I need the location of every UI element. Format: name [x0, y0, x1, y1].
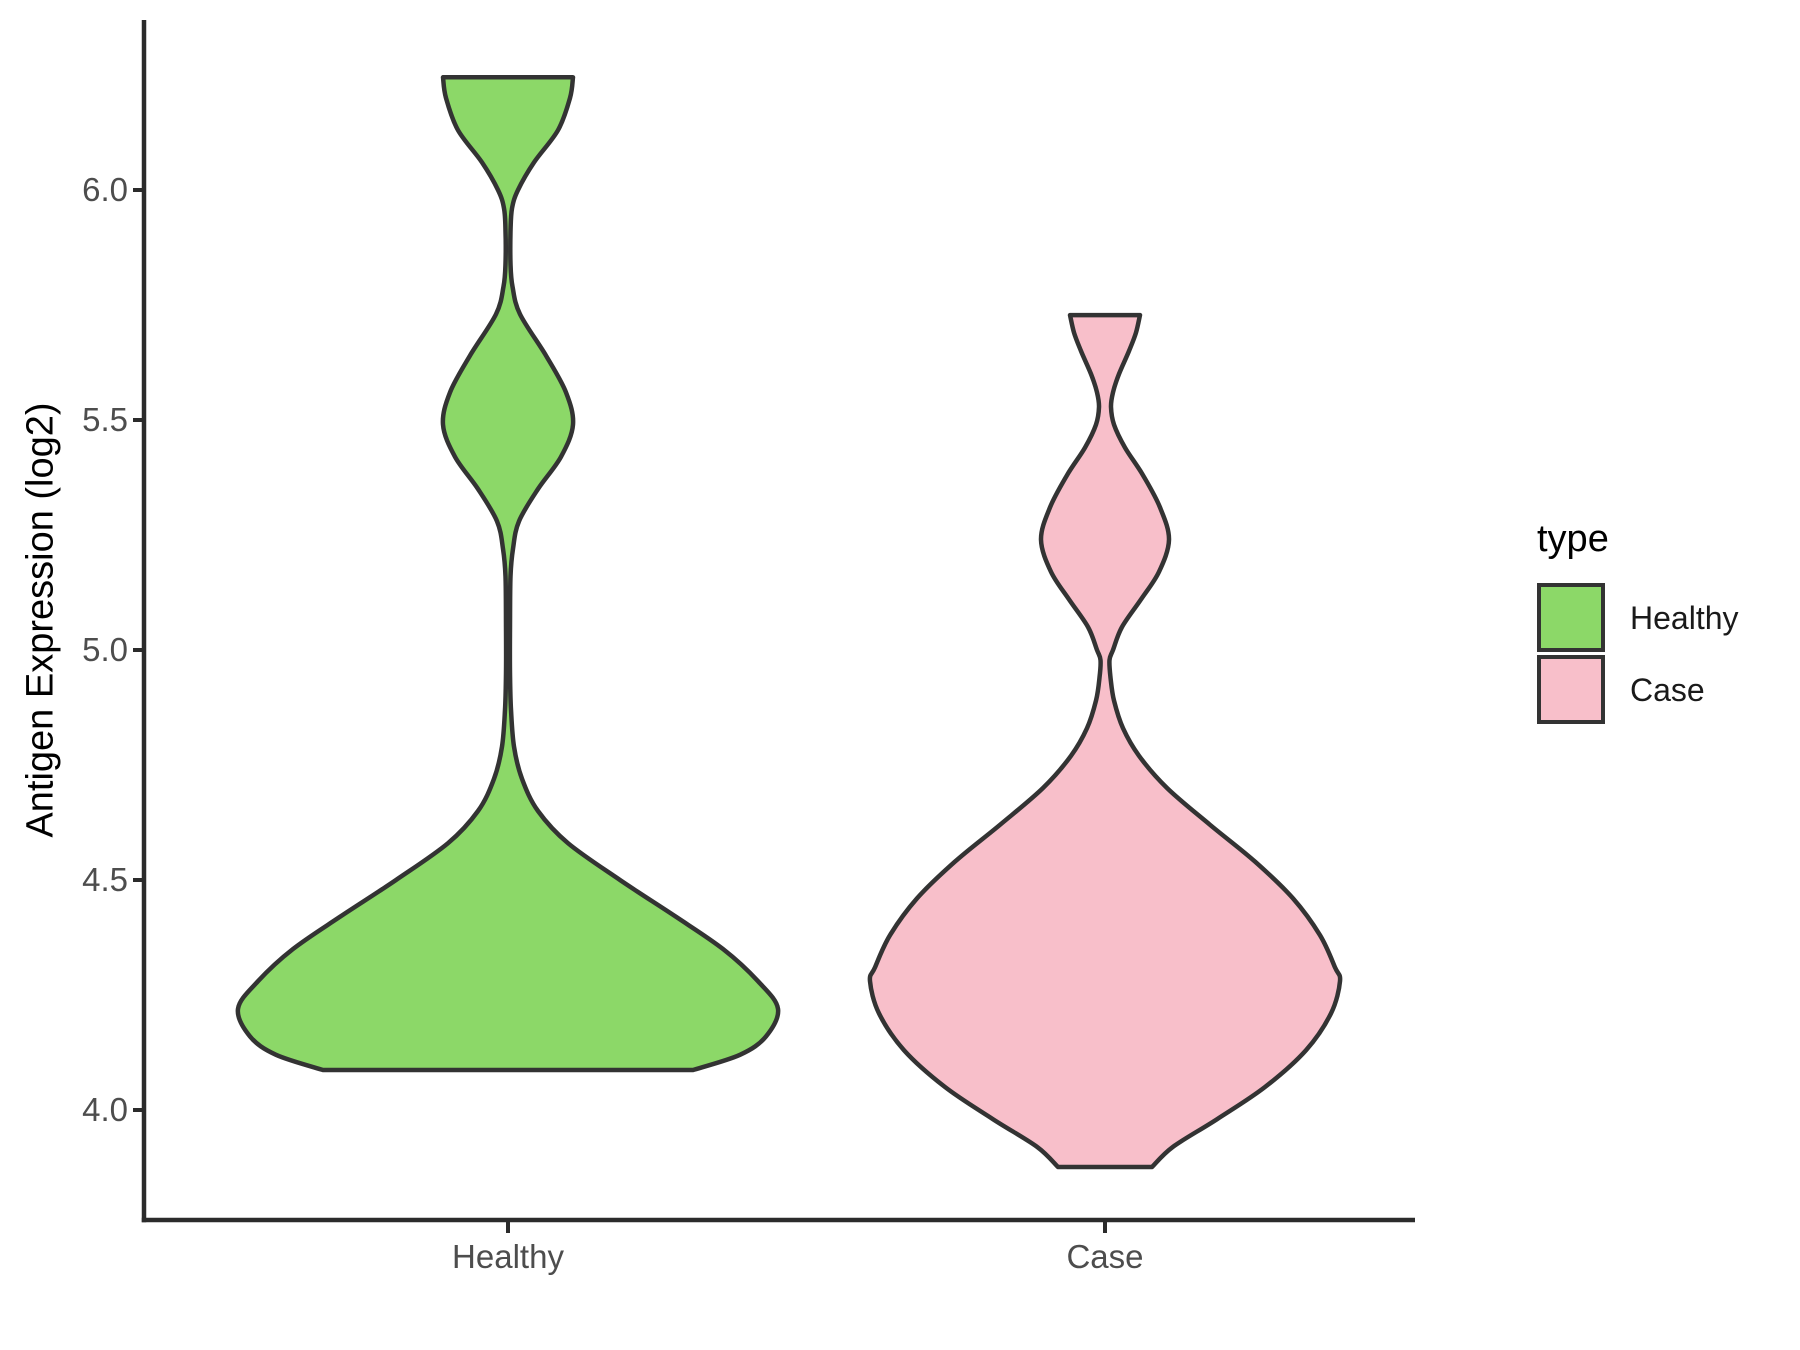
legend-title: type — [1537, 518, 1609, 560]
y-tick-label: 4.0 — [82, 1091, 128, 1128]
x-category-label-healthy: Healthy — [452, 1238, 564, 1275]
y-tick-label: 4.5 — [82, 861, 128, 898]
violin-healthy — [235, 75, 781, 1073]
y-tick-label: 5.0 — [82, 631, 128, 668]
violin-case — [867, 312, 1343, 1170]
y-axis-title: Antigen Expression (log2) — [19, 402, 62, 838]
y-tick-label: 5.5 — [82, 401, 128, 438]
legend-label-case: Case — [1630, 672, 1705, 708]
legend-label-healthy: Healthy — [1630, 600, 1739, 636]
y-tick-label: 6.0 — [82, 171, 128, 208]
legend-swatch-healthy — [1537, 583, 1605, 652]
x-category-label-case: Case — [1066, 1238, 1144, 1275]
legend-swatch-case — [1537, 655, 1605, 724]
